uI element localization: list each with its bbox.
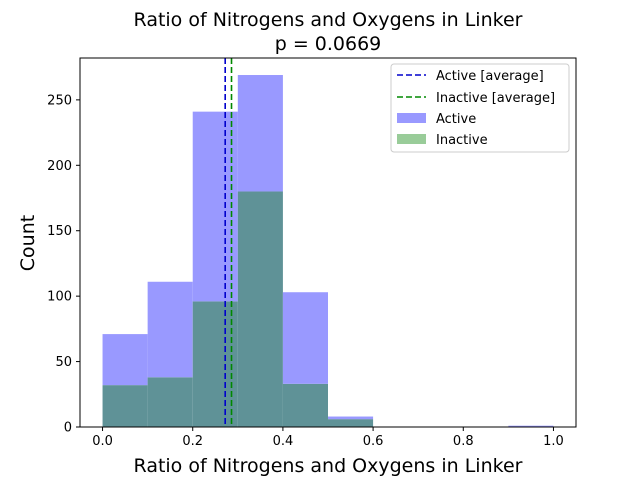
legend-box [390,63,570,153]
y-axis-label: Count [17,215,39,271]
x-axis: 0.0 0.2 0.4 0.6 0.8 1.0 [92,427,564,449]
y-tick-label: 0 [64,421,72,436]
x-tick-label: 0.2 [182,434,203,449]
bar-overlap [282,383,328,427]
y-tick-label: 250 [47,93,72,108]
bar-active [102,334,148,386]
legend: Active [average] Inactive [average] Acti… [390,63,570,153]
legend-label-active-average: Active [average] [436,69,544,84]
y-tick-label: 200 [47,159,72,174]
bar-active [147,281,193,378]
x-tick-label: 0.0 [92,434,113,449]
x-axis-label: Ratio of Nitrogens and Oxygens in Linker [134,455,523,477]
bar-active [282,292,328,384]
bar-active [508,425,554,427]
average-lines [224,58,233,427]
y-axis: 0 50 100 150 200 250 [47,93,80,436]
x-tick-label: 0.6 [363,434,384,449]
bar-overlap [328,419,374,427]
x-tick-label: 1.0 [543,434,564,449]
y-tick-label: 100 [47,290,72,305]
y-tick-label: 150 [47,224,72,239]
bar-overlap [147,377,193,427]
chart-title-line1: Ratio of Nitrogens and Oxygens in Linker [134,9,523,31]
legend-label-inactive-average: Inactive [average] [436,91,555,106]
bar-overlap [192,301,238,427]
legend-swatch-active [397,113,426,123]
plot-bars [102,75,554,427]
bar-active [192,111,238,302]
y-tick-label: 50 [55,355,72,370]
plot-frame [79,57,577,428]
bar-active [328,416,374,420]
legend-swatch-inactive [397,134,426,144]
x-tick-label: 0.4 [273,434,294,449]
x-tick-label: 0.8 [453,434,474,449]
bar-overlap [237,191,283,427]
legend-label-inactive: Inactive [436,133,488,148]
bar-overlap [102,385,148,427]
bar-active [237,75,283,192]
chart-title-line2: p = 0.0669 [275,33,382,55]
legend-label-active: Active [436,112,476,127]
